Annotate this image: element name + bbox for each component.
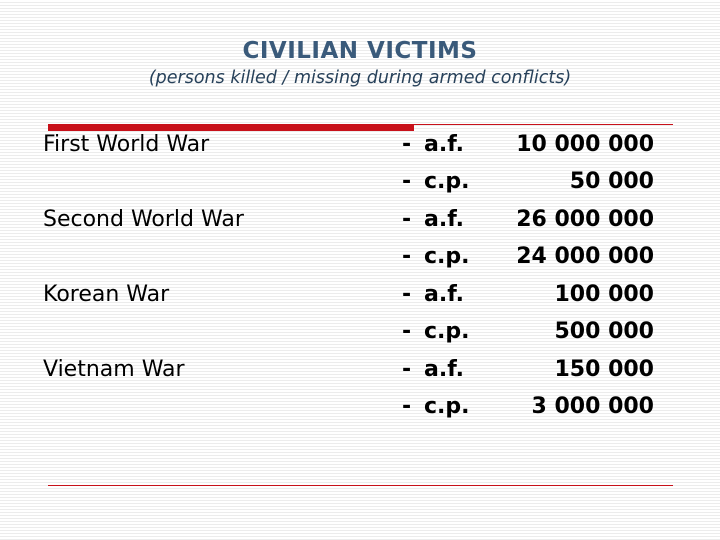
row-value: 26 000 000 bbox=[516, 207, 654, 232]
row-code: c.p. bbox=[424, 244, 470, 269]
row-dash: - bbox=[402, 132, 412, 157]
row-dash: - bbox=[402, 319, 412, 344]
row-dash: - bbox=[402, 394, 412, 419]
war-name-korean-war: Korean War bbox=[43, 282, 170, 307]
war-name-second-world-war: Second World War bbox=[43, 207, 244, 232]
victims-row-vietnam-war-af: - a.f. 150 000 bbox=[402, 357, 662, 387]
row-code: a.f. bbox=[424, 207, 464, 232]
row-dash: - bbox=[402, 282, 412, 307]
row-code: a.f. bbox=[424, 282, 464, 307]
row-value: 10 000 000 bbox=[516, 132, 654, 157]
victims-row-first-world-war-cp: - c.p. 50 000 bbox=[402, 169, 662, 199]
victims-row-second-world-war-cp: - c.p. 24 000 000 bbox=[402, 244, 662, 274]
war-name-first-world-war: First World War bbox=[43, 132, 210, 157]
row-dash: - bbox=[402, 357, 412, 382]
victims-row-vietnam-war-cp: - c.p. 3 000 000 bbox=[402, 394, 662, 424]
row-value: 50 000 bbox=[569, 169, 654, 194]
row-value: 3 000 000 bbox=[531, 394, 654, 419]
row-code: c.p. bbox=[424, 319, 470, 344]
row-dash: - bbox=[402, 169, 412, 194]
row-code: c.p. bbox=[424, 394, 470, 419]
row-value: 150 000 bbox=[554, 357, 654, 382]
footer-rule bbox=[48, 485, 673, 486]
header-rule-thick bbox=[48, 124, 414, 131]
slide-subtitle: (persons killed / missing during armed c… bbox=[148, 68, 572, 88]
row-code: c.p. bbox=[424, 169, 470, 194]
row-code: a.f. bbox=[424, 357, 464, 382]
row-code: a.f. bbox=[424, 132, 464, 157]
row-value: 100 000 bbox=[554, 282, 654, 307]
victims-row-korean-war-cp: - c.p. 500 000 bbox=[402, 319, 662, 349]
row-dash: - bbox=[402, 244, 412, 269]
war-name-vietnam-war: Vietnam War bbox=[43, 357, 185, 382]
row-value: 500 000 bbox=[554, 319, 654, 344]
row-dash: - bbox=[402, 207, 412, 232]
row-value: 24 000 000 bbox=[516, 244, 654, 269]
victims-row-korean-war-af: - a.f. 100 000 bbox=[402, 282, 662, 312]
slide-title: CIVILIAN VICTIMS bbox=[242, 38, 478, 64]
victims-row-second-world-war-af: - a.f. 26 000 000 bbox=[402, 207, 662, 237]
header-rule-thin bbox=[414, 124, 673, 125]
victims-row-first-world-war-af: - a.f. 10 000 000 bbox=[402, 132, 662, 162]
